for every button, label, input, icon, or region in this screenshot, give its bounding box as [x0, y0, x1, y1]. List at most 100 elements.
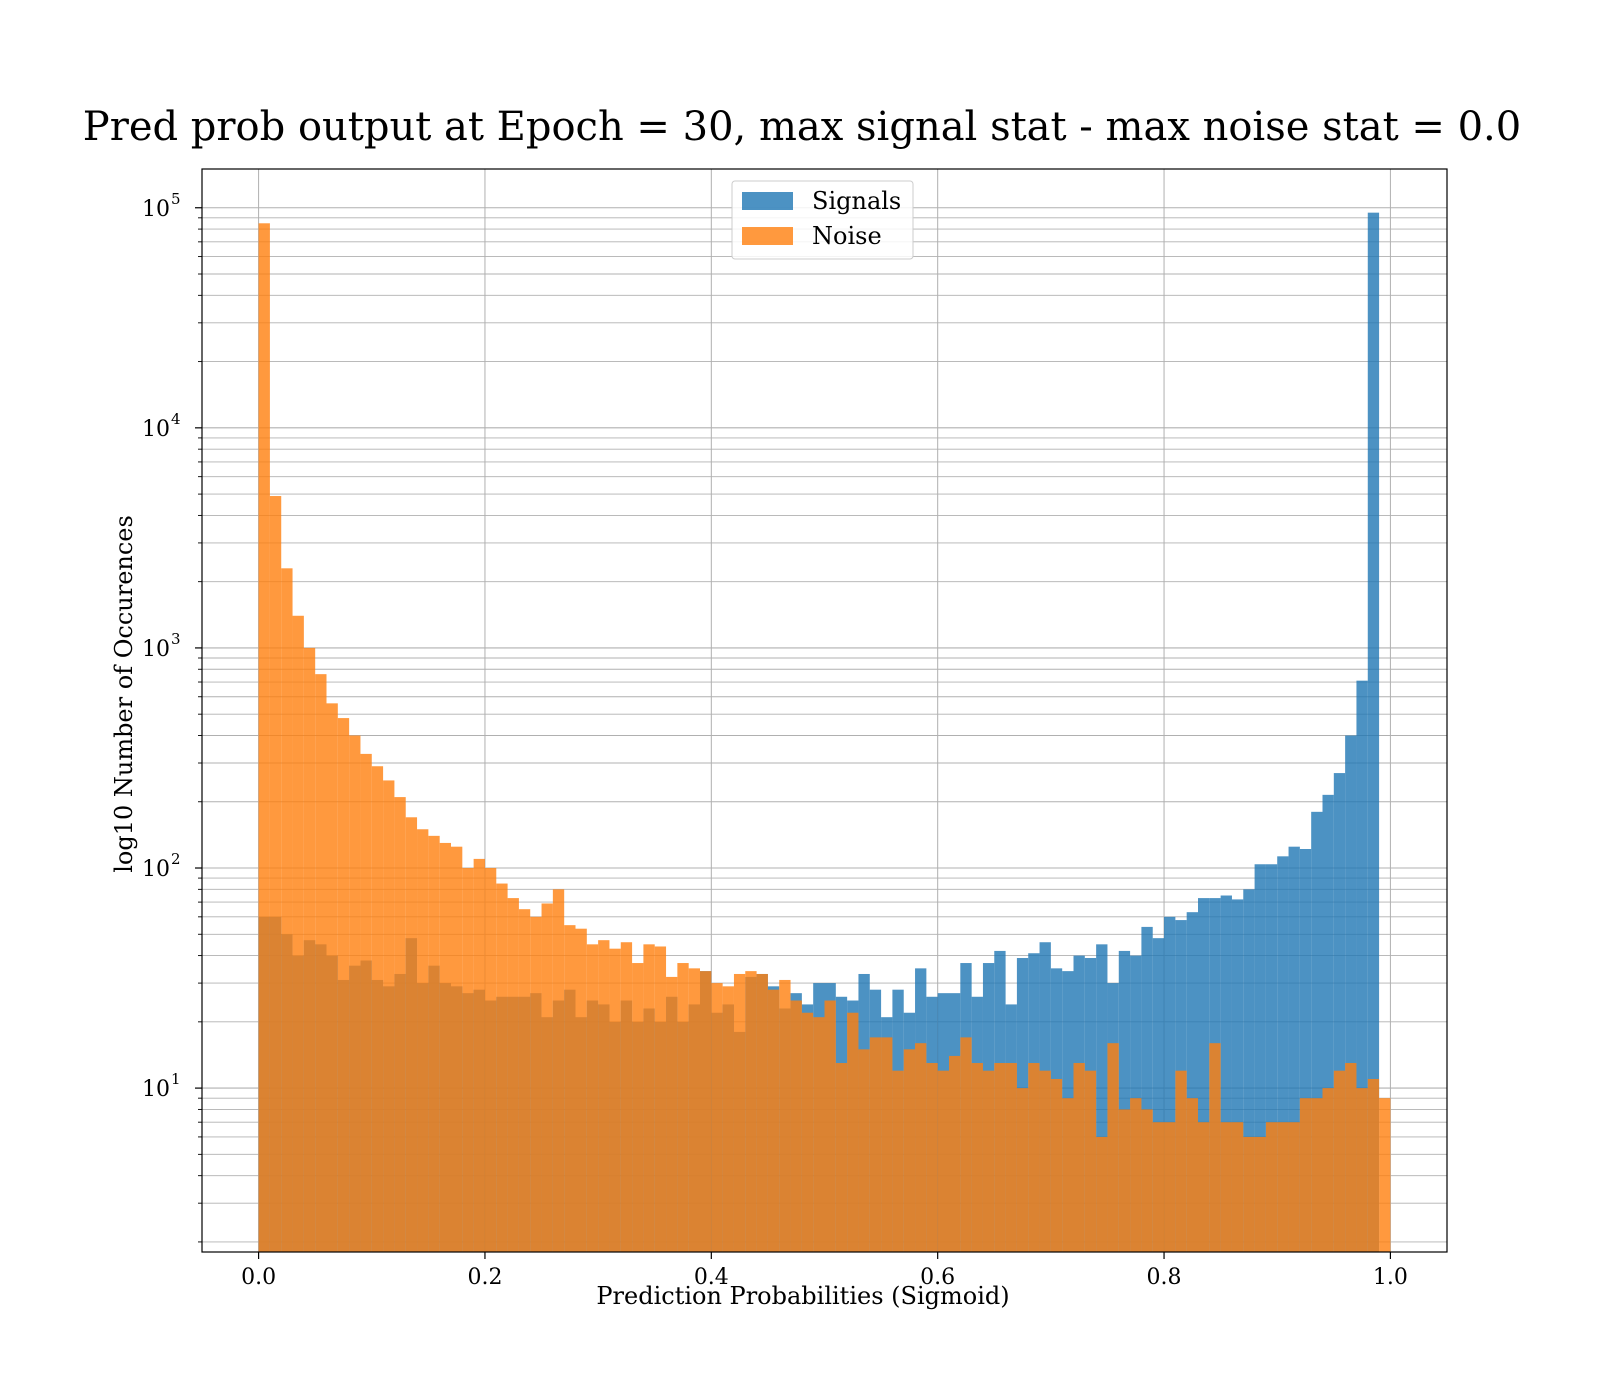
noise-bar [700, 971, 712, 1252]
signals-bar [1322, 794, 1334, 1252]
y-tick-base: 10 [142, 637, 170, 662]
x-tick-label: 0.8 [1147, 1265, 1182, 1290]
noise-bars [258, 223, 1391, 1253]
noise-bar [518, 909, 531, 1252]
noise-bar [1220, 1122, 1232, 1252]
noise-bar [1345, 1063, 1357, 1252]
noise-bar [462, 868, 474, 1252]
y-tick-base: 10 [142, 1077, 170, 1102]
signals-bar [1118, 950, 1131, 1252]
noise-bar [756, 973, 768, 1252]
noise-bar [315, 674, 327, 1252]
noise-bar [496, 883, 508, 1252]
noise-bar [303, 647, 316, 1252]
noise-bar [937, 1070, 949, 1252]
noise-bar [281, 568, 293, 1252]
y-tick-base: 10 [142, 857, 170, 882]
noise-bar [1039, 1070, 1051, 1252]
legend-swatch-noise [742, 227, 793, 245]
signals-bar [1152, 938, 1165, 1252]
y-tick-label: 10 [142, 417, 170, 442]
noise-bar [507, 898, 519, 1252]
noise-bar [1231, 1122, 1244, 1252]
noise-bar [971, 1063, 983, 1252]
signals-bar [1288, 846, 1300, 1252]
noise-bar [439, 842, 451, 1252]
noise-bar [847, 1012, 859, 1252]
noise-bar [722, 986, 734, 1252]
noise-bar [1379, 1098, 1391, 1252]
noise-bar [258, 223, 270, 1253]
y-tick-label: 10 [142, 637, 170, 662]
y-tick-label: 10 [142, 1077, 170, 1102]
noise-bar [337, 718, 350, 1252]
noise-bar [1243, 1136, 1255, 1252]
noise-bar [269, 496, 282, 1253]
noise-bar [733, 973, 746, 1252]
noise-bar [654, 946, 667, 1252]
signals-bar [1345, 735, 1357, 1252]
x-axis-ticks: 0.0 0.2 0.4 0.6 0.8 1.0 [241, 1252, 1408, 1290]
noise-bar [1333, 1070, 1346, 1252]
noise-bar [1096, 1136, 1108, 1252]
noise-bar [666, 976, 678, 1252]
noise-bar [790, 1000, 802, 1252]
noise-bar [949, 1055, 961, 1252]
noise-bar [1311, 1098, 1323, 1252]
noise-bar [688, 968, 700, 1252]
signals-bar [1367, 212, 1380, 1252]
plot-frame [201, 168, 1448, 1253]
y-tick-base: 10 [142, 197, 170, 222]
legend-swatch-signals [742, 192, 793, 210]
signals-bar [1254, 864, 1266, 1252]
x-tick-label: 1.0 [1373, 1265, 1408, 1290]
noise-bar [801, 1012, 814, 1252]
noise-bar [360, 753, 372, 1252]
noise-bar [1277, 1122, 1289, 1252]
signals-bar [1141, 926, 1153, 1252]
noise-bar [1130, 1098, 1142, 1252]
noise-bar [813, 1017, 825, 1252]
noise-bar [926, 1063, 938, 1252]
y-tick-exponent: 3 [171, 630, 181, 648]
signals-bar [1333, 773, 1346, 1252]
noise-bar [982, 1070, 995, 1252]
signals-bar [1186, 912, 1198, 1252]
noise-bar [677, 963, 689, 1252]
x-tick-label: 0.6 [920, 1265, 955, 1290]
noise-bar [643, 944, 655, 1252]
noise-bar [417, 829, 429, 1252]
x-tick-label: 0.0 [241, 1265, 276, 1290]
signals-bar [1299, 849, 1312, 1252]
noise-bar [552, 889, 565, 1252]
y-tick-exponent: 1 [171, 1070, 181, 1088]
noise-bar [1152, 1122, 1165, 1252]
signals-bar [1277, 856, 1289, 1252]
noise-bar [903, 1049, 916, 1252]
signals-bar [1220, 895, 1232, 1252]
x-tick-label: 0.2 [467, 1265, 502, 1290]
noise-bar [1186, 1098, 1198, 1252]
noise-bar [1265, 1122, 1278, 1252]
noise-bar [835, 1063, 848, 1252]
noise-bar [1198, 1122, 1210, 1252]
noise-bar [1005, 1063, 1017, 1252]
noise-bar [484, 868, 497, 1252]
noise-bar [371, 766, 384, 1252]
noise-bar [349, 735, 361, 1252]
noise-bar [451, 846, 463, 1252]
signals-bar [1265, 864, 1278, 1252]
noise-bar [824, 1000, 836, 1252]
noise-bar [1141, 1109, 1153, 1252]
noise-bar [405, 817, 418, 1252]
noise-bar [1254, 1136, 1266, 1252]
y-tick-label: 10 [142, 197, 170, 222]
noise-bar [530, 916, 542, 1252]
chart-title: Pred prob output at Epoch = 30, max sign… [83, 104, 1521, 150]
noise-bar [994, 1063, 1006, 1252]
signals-bar [1198, 898, 1210, 1252]
noise-bar [1288, 1122, 1300, 1252]
y-axis-label: log10 Number of Occurences [110, 515, 138, 873]
noise-bar [1062, 1098, 1074, 1252]
